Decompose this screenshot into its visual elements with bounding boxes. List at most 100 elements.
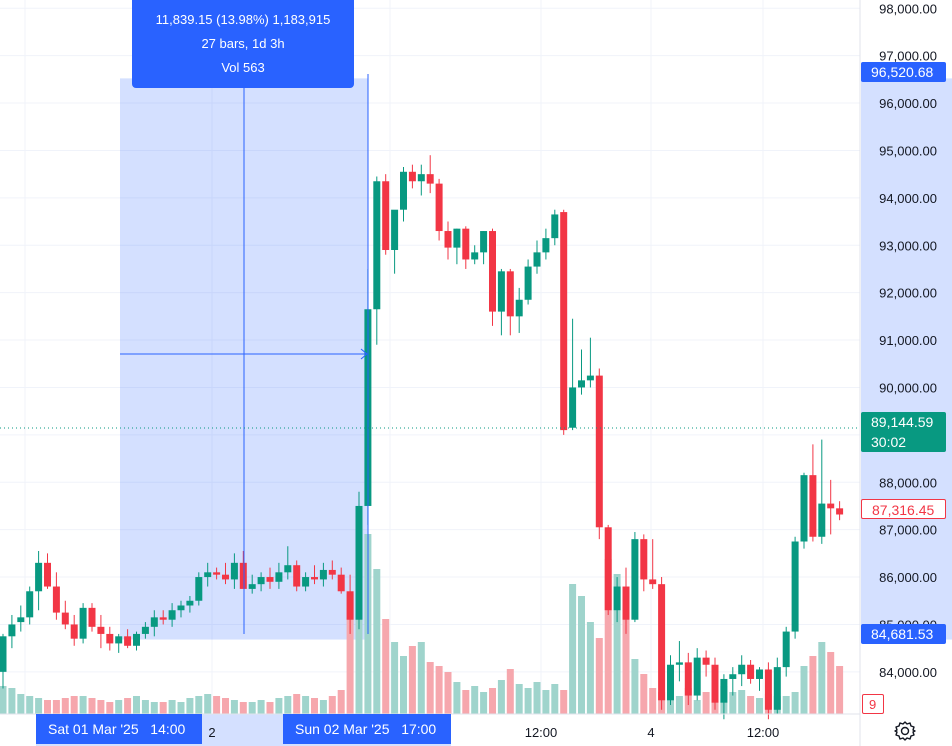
candle-body — [800, 475, 808, 542]
candle-body — [284, 565, 292, 573]
candle-body — [124, 636, 132, 646]
volume-bar — [97, 700, 105, 714]
candle-body — [684, 662, 692, 696]
price-tick-label: 97,000.00 — [879, 49, 937, 64]
volume-bar — [515, 684, 523, 714]
volume-bar — [604, 559, 612, 714]
candle-body — [613, 586, 621, 611]
volume-bar — [150, 702, 158, 714]
volume-bar — [631, 659, 639, 714]
candle-body — [97, 626, 105, 634]
candle-body — [604, 527, 612, 611]
price-tick-label: 86,000.00 — [879, 570, 937, 585]
price-tick-label: 88,000.00 — [879, 475, 937, 490]
reference-price-badge: 87,316.45 — [861, 499, 946, 519]
volume-bar — [506, 669, 514, 714]
candle-body — [168, 610, 176, 620]
candle-body — [373, 181, 381, 310]
candle-body — [747, 664, 755, 679]
volume-bar — [453, 682, 461, 714]
candle-body — [462, 228, 470, 260]
volume-bar — [115, 700, 123, 714]
price-axis-range-highlight — [861, 78, 952, 640]
volume-bar — [213, 696, 221, 714]
volume-bar — [141, 700, 149, 714]
candle-body — [756, 669, 763, 679]
candle-body — [230, 562, 238, 580]
candle-body — [275, 572, 283, 582]
candle-body — [186, 600, 194, 606]
candle-body — [773, 667, 781, 710]
volume-bar — [168, 700, 176, 714]
candle-body — [480, 231, 488, 253]
volume-bar — [248, 702, 256, 714]
volume-bar — [293, 694, 301, 714]
volume-bar — [586, 622, 594, 714]
measure-tooltip: 11,839.15 (13.98%) 1,183,915 27 bars, 1d… — [132, 0, 354, 88]
candle-body — [0, 636, 7, 672]
price-tick-label: 87,000.00 — [879, 523, 937, 538]
price-tick-label: 91,000.00 — [879, 333, 937, 348]
price-tick-label: 93,000.00 — [879, 238, 937, 253]
volume-bar — [791, 692, 799, 714]
volume-bar — [524, 688, 532, 714]
volume-bar — [266, 702, 274, 714]
candle-body — [720, 678, 728, 703]
candle-body — [408, 171, 416, 182]
candle-body — [533, 252, 541, 267]
volume-bar — [311, 698, 318, 714]
candle-body — [70, 624, 78, 639]
candle-body — [827, 503, 835, 509]
time-tick-label: 4 — [647, 725, 654, 740]
candle-body — [302, 577, 310, 587]
candle-body — [44, 562, 51, 587]
volume-bar — [106, 702, 114, 714]
candle-body — [693, 657, 701, 696]
volume-bar — [17, 694, 25, 714]
candle-body — [195, 577, 203, 601]
candle-body — [560, 212, 568, 431]
price-tick-label: 84,000.00 — [879, 665, 937, 680]
candle-body — [497, 271, 505, 312]
candle-body — [239, 562, 247, 589]
range-high-badge: 96,520.68 — [861, 62, 946, 82]
volume-bar — [382, 619, 390, 714]
volume-bar — [782, 696, 790, 714]
candle-body — [311, 577, 318, 580]
volume-bar — [239, 702, 247, 714]
volume-bar — [230, 700, 238, 714]
range-end-date: Sun 02 Mar '25 — [295, 721, 390, 737]
candle-body — [453, 228, 461, 248]
candle-body — [61, 612, 69, 625]
candle-body — [542, 238, 550, 253]
volume-bar — [79, 696, 87, 714]
candle-body — [177, 605, 185, 611]
candle-body — [213, 572, 221, 575]
candle-body — [578, 380, 585, 388]
volume-bar — [302, 696, 310, 714]
volume-bar — [836, 666, 844, 714]
time-range-start-badge: Sat 01 Mar '25 14:00 — [36, 714, 202, 744]
volume-bar — [622, 604, 630, 714]
candle-body — [88, 607, 96, 627]
volume-bar — [88, 698, 96, 714]
candle-body — [649, 579, 657, 585]
candle-body — [35, 562, 43, 592]
last-price-badge: 89,144.59 30:02 — [861, 412, 946, 452]
volume-bar — [595, 638, 603, 714]
volume-bar — [578, 596, 585, 714]
volume-bar — [319, 700, 327, 714]
range-start-time: 14:00 — [150, 721, 186, 737]
volume-bar — [52, 700, 60, 714]
volume-bar — [124, 698, 132, 714]
volume-bar — [560, 690, 568, 714]
volume-bar — [408, 646, 416, 714]
volume-bar — [257, 700, 265, 714]
settings-gear-icon[interactable] — [894, 720, 916, 742]
candle-body — [266, 577, 274, 582]
candle-body — [471, 252, 479, 260]
candle-body — [569, 387, 577, 428]
candle-body — [248, 584, 256, 589]
